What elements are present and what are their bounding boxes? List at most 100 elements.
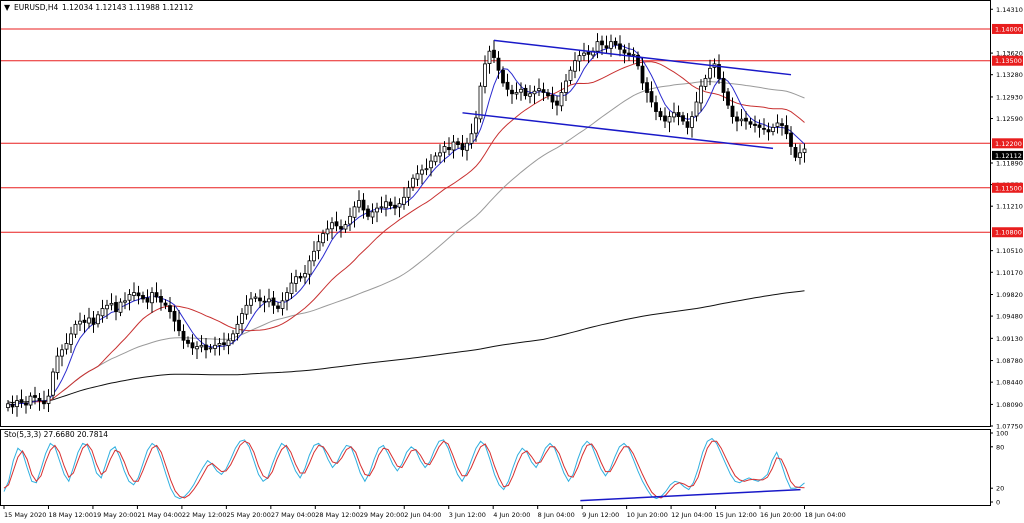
- candle-bull: [775, 122, 780, 127]
- y-tick-label: 1.09130: [996, 335, 1023, 343]
- candle-bear: [91, 317, 96, 325]
- x-tick-label: 4 Jun 20:00: [493, 511, 530, 519]
- candle-bear: [262, 300, 267, 303]
- candle-bear: [460, 143, 465, 151]
- candle-bull: [123, 300, 127, 303]
- candle-bull: [28, 395, 33, 406]
- candle-bull: [325, 228, 330, 235]
- candle-bull: [109, 302, 114, 306]
- level-tag-label: 1.10800: [995, 229, 1022, 237]
- channel-lower-line: [462, 112, 774, 150]
- price-panel-frame: [0, 0, 991, 427]
- candle-bull: [343, 224, 348, 230]
- candle-bull: [64, 343, 69, 350]
- candle-bull: [118, 301, 123, 313]
- y-tick-label: 1.13280: [996, 71, 1023, 79]
- candle-bear: [546, 92, 550, 97]
- ma-long-line: [7, 290, 805, 404]
- level-tag: [992, 182, 1023, 193]
- stoch-main-line: [3, 437, 805, 500]
- candle-bull: [402, 196, 406, 205]
- candle-bull: [60, 349, 64, 357]
- candle-bear: [636, 54, 640, 67]
- candle-bear: [510, 89, 514, 95]
- candle-bear: [393, 204, 397, 209]
- candle-bull: [802, 148, 807, 153]
- candle-bull: [433, 155, 438, 163]
- candle-bear: [181, 330, 186, 341]
- candle-bear: [82, 319, 87, 323]
- candle-bull: [352, 206, 357, 218]
- candle-bull: [469, 133, 474, 144]
- candle-bear: [222, 342, 226, 346]
- candle-bull: [798, 152, 802, 158]
- price-channel: [462, 39, 792, 150]
- candle-bull: [694, 101, 699, 117]
- x-tick-label: 9 Jun 12:00: [582, 511, 619, 519]
- candle-bear: [492, 49, 496, 58]
- candle-bear: [154, 292, 159, 298]
- candle-bear: [654, 102, 658, 112]
- horizontal-levels: [1, 28, 990, 233]
- x-tick-label: 18 May 12:00: [48, 511, 93, 519]
- candle-bull: [370, 211, 375, 218]
- stoch-divergence-line: [580, 488, 801, 502]
- candle-bull: [442, 146, 447, 153]
- level-tag-label: 1.11500: [995, 184, 1022, 192]
- candle-bear: [523, 87, 528, 97]
- y-tick-label: 1.08780: [996, 357, 1023, 365]
- candle-bull: [330, 222, 334, 230]
- candle-bull: [240, 313, 244, 324]
- candle-bull: [532, 90, 537, 95]
- candle-bull: [375, 207, 379, 213]
- candle-bull: [699, 85, 703, 104]
- level-tag-label: 1.14000: [995, 25, 1022, 33]
- candle-bull: [384, 201, 388, 209]
- level-tag-label: 1.13500: [995, 57, 1022, 65]
- candle-bull: [150, 292, 154, 304]
- candle-bull: [703, 78, 708, 87]
- candle-bull: [379, 206, 384, 209]
- level-tag: [992, 138, 1023, 149]
- x-tick-label: 21 May 04:00: [137, 511, 182, 519]
- candle-bear: [717, 64, 721, 79]
- x-tick-label: 16 Jun 20:00: [760, 511, 801, 519]
- candle-bear: [19, 399, 24, 403]
- candle-bear: [10, 403, 15, 408]
- candle-bear: [780, 123, 784, 126]
- candle-bull: [739, 118, 744, 122]
- y-tick-label: 1.13620: [996, 50, 1023, 58]
- candle-bear: [622, 49, 627, 54]
- candle-bull: [249, 298, 253, 306]
- candle-bear: [339, 226, 343, 230]
- x-tick-label: 22 May 12:00: [182, 511, 227, 519]
- candle-bear: [172, 310, 177, 322]
- candle-bull: [708, 67, 712, 79]
- candle-bear: [190, 342, 195, 349]
- candle-bull: [690, 116, 694, 128]
- candle-bear: [640, 65, 645, 84]
- candle-bull: [303, 273, 307, 278]
- symbol-menu-icon[interactable]: ▼: [4, 3, 11, 12]
- price-axis: 1.14310 1.13620 1.13280 1.12930 1.12590 1.118…: [990, 6, 1023, 431]
- y-tick-label: 1.07750: [996, 423, 1023, 431]
- candle-bear: [136, 292, 141, 297]
- candle-bull: [100, 308, 105, 317]
- candle-bear: [177, 319, 181, 332]
- candle-bear: [334, 221, 339, 227]
- candle-bull: [771, 127, 775, 132]
- candle-bear: [555, 100, 559, 106]
- candle-bear: [744, 117, 748, 122]
- candle-bull: [289, 282, 294, 294]
- current-price-label: 1.12112: [995, 152, 1022, 160]
- y-tick-label: 1.09480: [996, 313, 1023, 321]
- x-tick-label: 2 Jun 04:00: [404, 511, 441, 519]
- stoch-signal-line: [3, 440, 805, 499]
- candle-bull: [357, 200, 361, 208]
- candle-bear: [618, 43, 622, 50]
- candle-bull: [217, 343, 222, 346]
- candle-bull: [15, 400, 19, 408]
- candle-bear: [159, 296, 163, 303]
- candle-bull: [478, 85, 483, 120]
